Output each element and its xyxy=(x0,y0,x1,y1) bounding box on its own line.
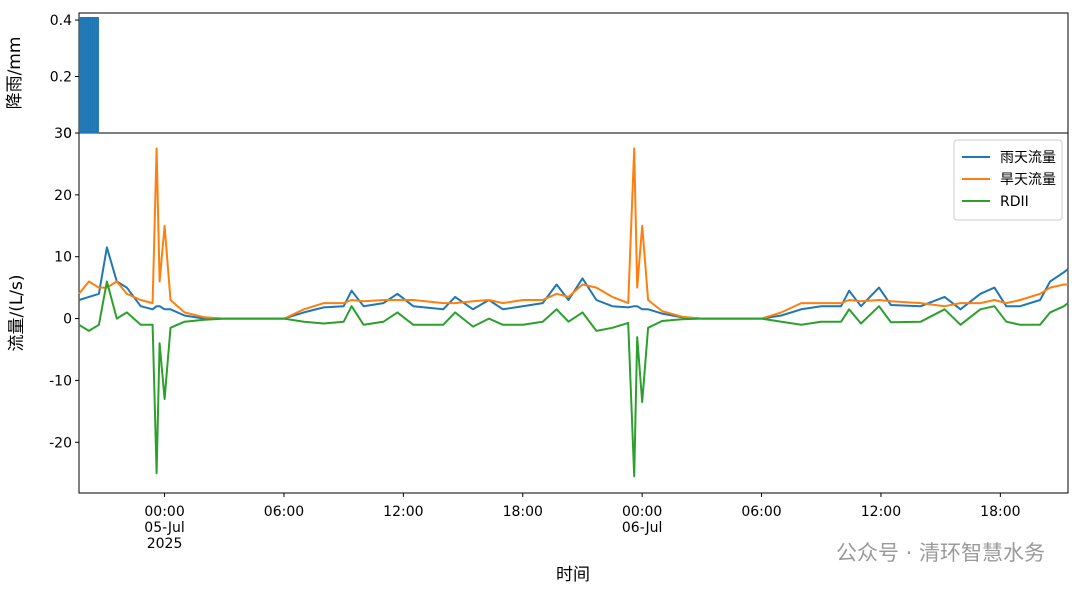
x-axis-label: 时间 xyxy=(556,565,590,585)
y-tick-label: -10 xyxy=(49,373,72,389)
y-tick-label: 0.4 xyxy=(50,13,72,29)
x-tick-label: 00:00 06-Jul xyxy=(622,504,663,536)
rain-bar xyxy=(84,16,88,134)
flow-axes xyxy=(78,132,1069,494)
y-tick-label: 10 xyxy=(54,250,72,266)
rain-bar xyxy=(92,16,95,134)
rain-y-label: 降雨/mm xyxy=(5,37,25,110)
flow-y-label: 流量/(L/s) xyxy=(7,274,27,351)
watermark: 公众号 · 清环智慧水务 xyxy=(836,541,1045,565)
x-tick-label: 18:00 xyxy=(980,504,1020,520)
y-tick-label: 0 xyxy=(63,312,72,328)
rain-bar xyxy=(80,16,84,134)
flow-line xyxy=(78,246,1069,320)
flow-line xyxy=(78,280,1069,478)
rain-bar xyxy=(78,16,82,134)
x-tick-label: 00:00 05-Jul 2025 xyxy=(144,504,185,552)
y-tick-label: 0 xyxy=(63,126,72,142)
x-tick-label: 06:00 xyxy=(741,504,781,520)
rain-bar xyxy=(88,16,91,134)
rain-bar xyxy=(94,16,97,134)
y-tick-label: 0.2 xyxy=(50,70,72,86)
x-tick-label: 12:00 xyxy=(383,504,423,520)
x-tick-label: 06:00 xyxy=(264,504,304,520)
x-tick-label: 12:00 xyxy=(861,504,901,520)
rain-axes xyxy=(78,12,1069,134)
rain-bar xyxy=(82,16,86,134)
x-tick-label: 18:00 xyxy=(503,504,543,520)
legend-label: RDII xyxy=(1000,194,1029,210)
legend-label: 旱天流量 xyxy=(1000,172,1056,188)
legend-label: 雨天流量 xyxy=(1000,150,1056,166)
rain-bar xyxy=(86,16,90,134)
rain-bar xyxy=(90,16,93,134)
flow-line xyxy=(78,147,1068,320)
y-tick-label: -20 xyxy=(49,435,72,451)
y-tick-label: 30 xyxy=(54,126,72,142)
y-tick-label: 20 xyxy=(54,188,72,204)
rain-bar xyxy=(96,16,99,134)
